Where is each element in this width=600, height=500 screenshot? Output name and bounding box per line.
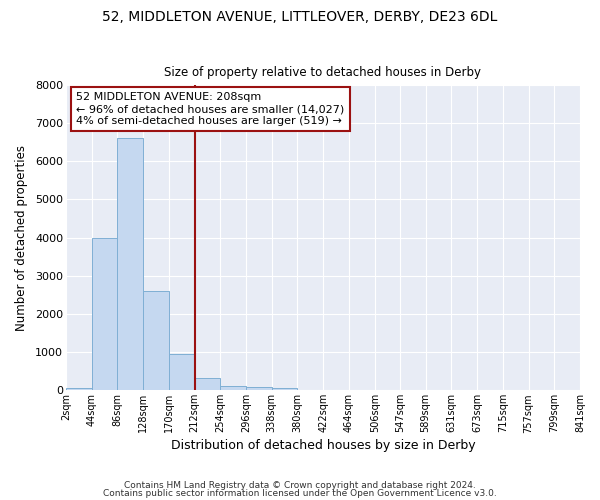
Bar: [220, 386, 246, 390]
Bar: [194, 378, 220, 390]
Text: Contains public sector information licensed under the Open Government Licence v3: Contains public sector information licen…: [103, 488, 497, 498]
Bar: [272, 388, 298, 390]
Bar: [118, 138, 143, 390]
Bar: [143, 291, 169, 390]
Title: Size of property relative to detached houses in Derby: Size of property relative to detached ho…: [164, 66, 481, 80]
Text: 52, MIDDLETON AVENUE, LITTLEOVER, DERBY, DE23 6DL: 52, MIDDLETON AVENUE, LITTLEOVER, DERBY,…: [103, 10, 497, 24]
Y-axis label: Number of detached properties: Number of detached properties: [15, 144, 28, 330]
Bar: [92, 238, 118, 390]
Text: 52 MIDDLETON AVENUE: 208sqm
← 96% of detached houses are smaller (14,027)
4% of : 52 MIDDLETON AVENUE: 208sqm ← 96% of det…: [76, 92, 344, 126]
Bar: [246, 387, 272, 390]
Bar: [169, 354, 194, 391]
Text: Contains HM Land Registry data © Crown copyright and database right 2024.: Contains HM Land Registry data © Crown c…: [124, 481, 476, 490]
X-axis label: Distribution of detached houses by size in Derby: Distribution of detached houses by size …: [170, 440, 475, 452]
Bar: [66, 388, 92, 390]
